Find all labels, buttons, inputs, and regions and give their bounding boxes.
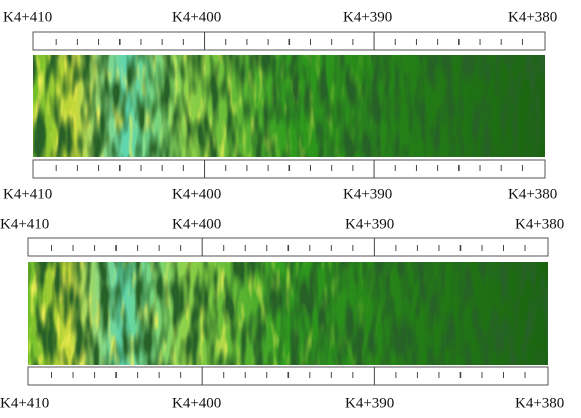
scan-streaks — [28, 262, 548, 365]
chainage-label: K4+400 — [172, 395, 221, 411]
scan-streaks — [33, 55, 545, 157]
chainage-label: K4+390 — [345, 395, 394, 411]
chainage-label: K4+410 — [0, 216, 49, 232]
chainage-label: K4+390 — [343, 186, 392, 202]
chainage-label: K4+410 — [3, 186, 52, 202]
chainage-label: K4+410 — [3, 9, 52, 25]
radar-panel: K4+410 K4+400 K4+390 K4+380 K4+410 K4+400 K4+3… — [3, 9, 557, 202]
chainage-label: K4+400 — [172, 216, 221, 232]
radar-panel: K4+410 K4+400 K4+390 K4+380 K4+410 K4+400 K4+3… — [0, 216, 564, 411]
chainage-label: K4+410 — [0, 395, 49, 411]
chainage-label: K4+400 — [172, 186, 221, 202]
chainage-label: K4+380 — [515, 395, 564, 411]
chainage-label: K4+400 — [172, 9, 221, 25]
chainage-label: K4+390 — [345, 216, 394, 232]
chainage-label: K4+380 — [515, 216, 564, 232]
chainage-label: K4+380 — [508, 186, 557, 202]
chainage-label: K4+380 — [508, 9, 557, 25]
chainage-label: K4+390 — [343, 9, 392, 25]
